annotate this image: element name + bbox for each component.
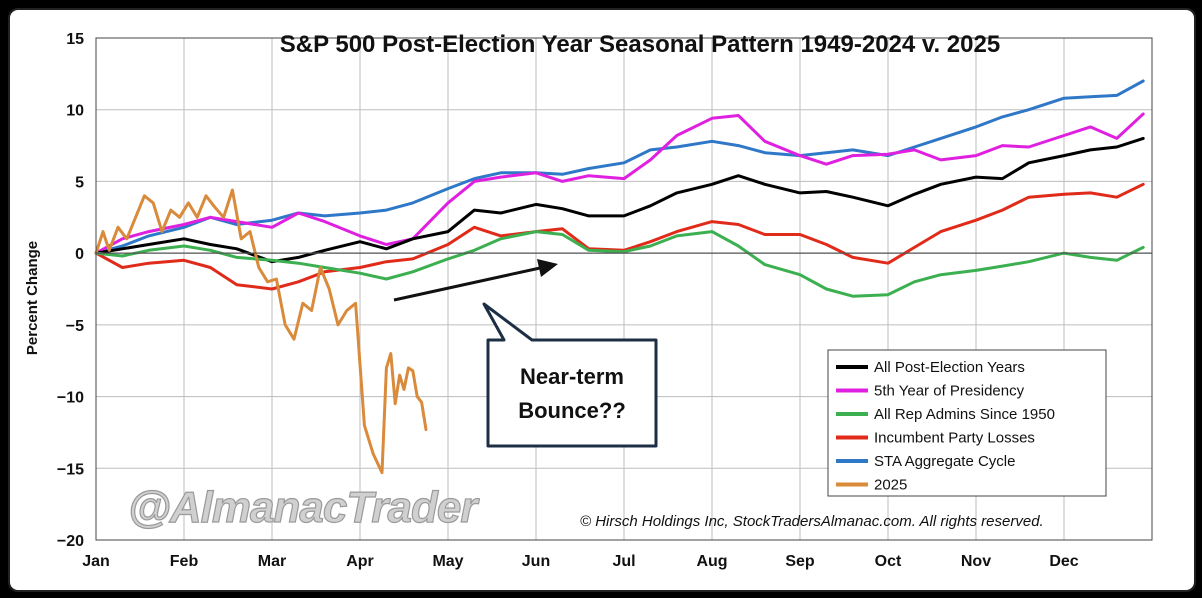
x-tick-label: Aug (696, 553, 727, 570)
callout-line-1: Near-term (520, 364, 624, 389)
x-tick-label: Feb (170, 553, 199, 570)
legend-label: 2025 (874, 477, 907, 494)
legend: All Post-Election Years 5th Year of Presi… (827, 349, 1107, 497)
x-tick-label: Jun (522, 553, 550, 570)
copyright-text: © Hirsch Holdings Inc, StockTradersAlman… (580, 513, 1044, 530)
y-tick-label: 10 (66, 103, 84, 120)
x-tick-label: Jul (612, 553, 635, 570)
legend-label: All Rep Admins Since 1950 (874, 406, 1055, 423)
y-tick-label: −20 (57, 533, 84, 550)
axes (95, 37, 1153, 541)
y-tick-label: −15 (57, 461, 84, 478)
y-tick-label: −5 (66, 318, 84, 335)
legend-label: 5th Year of Presidency (874, 383, 1025, 400)
legend-label: All Post-Election Years (874, 359, 1025, 376)
plot-border (95, 37, 1153, 541)
callout-line-2: Bounce?? (518, 398, 626, 423)
series-line-sta-aggregate-cycle (94, 79, 1145, 255)
y-tick-label: 0 (75, 246, 84, 263)
series-line-all-rep-admins-since-1950 (94, 230, 1145, 298)
line-chart: @AlmanacTrader © Hirsch Holdings Inc, St… (24, 31, 1153, 570)
watermark: @AlmanacTrader (127, 482, 482, 532)
x-tick-label: Nov (961, 553, 991, 570)
legend-label: Incumbent Party Losses (874, 430, 1035, 447)
x-tick-labels: Jan Feb Mar Apr May Jun Jul Aug Sep Oct Nov Dec (82, 553, 1079, 570)
y-tick-labels: 15 10 5 0 −5 −10 −15 −20 (57, 31, 84, 550)
series-lines (94, 79, 1145, 475)
chart-frame: @AlmanacTrader © Hirsch Holdings Inc, St… (8, 8, 1196, 592)
series-line-incumbent-party-losses (94, 182, 1145, 291)
y-tick-label: 5 (75, 174, 84, 191)
watermark-text: @AlmanacTrader (128, 483, 480, 532)
chart-title: S&P 500 Post-Election Year Seasonal Patt… (280, 31, 1000, 58)
series-line-5th-year-of-presidency (94, 112, 1145, 255)
callout-box: Near-term Bounce?? (482, 302, 658, 448)
y-tick-label: −10 (57, 390, 84, 407)
x-tick-label: Apr (346, 553, 374, 570)
x-tick-label: May (432, 553, 463, 570)
x-tick-label: Jan (82, 553, 110, 570)
x-tick-label: Dec (1049, 553, 1078, 570)
legend-label: STA Aggregate Cycle (874, 453, 1015, 470)
bounce-arrow (393, 259, 558, 302)
y-tick-label: 15 (66, 31, 84, 48)
x-tick-label: Mar (258, 553, 286, 570)
x-tick-label: Sep (785, 553, 815, 570)
series-line-2025 (94, 188, 428, 475)
x-tick-label: Oct (875, 553, 902, 570)
y-axis-label: Percent Change (24, 241, 41, 355)
